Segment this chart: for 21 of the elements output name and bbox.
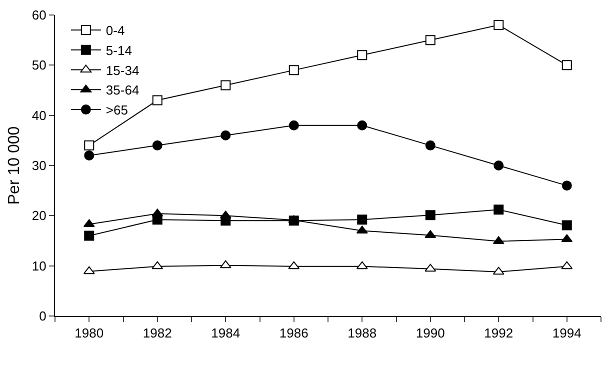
legend-label: >65 <box>106 102 128 118</box>
y-tick-label: 10 <box>32 258 46 274</box>
x-tick-label: 1990 <box>416 326 445 341</box>
x-tick-label: 1980 <box>74 326 104 341</box>
legend-label: 15-34 <box>106 62 140 78</box>
x-tick-label: 1982 <box>142 326 172 341</box>
legend-label: 5-14 <box>106 42 132 58</box>
x-tick-label: 1986 <box>279 326 308 341</box>
x-tick-label: 1988 <box>348 326 377 341</box>
y-tick-label: 20 <box>32 208 46 224</box>
x-tick-label: 1992 <box>484 326 514 341</box>
legend-label: 35-64 <box>106 82 140 98</box>
y-tick-label: 50 <box>32 58 46 73</box>
x-tick-label: 1984 <box>211 326 240 341</box>
legend-label: 0-4 <box>106 23 125 38</box>
y-tick-label: 0 <box>39 308 46 324</box>
y-tick-label: 30 <box>32 158 46 174</box>
x-tick-label: 1994 <box>552 326 582 341</box>
y-tick-label: 60 <box>32 8 46 23</box>
y-axis-title: Per 10 000 <box>6 126 23 205</box>
y-tick-label: 40 <box>32 108 46 123</box>
